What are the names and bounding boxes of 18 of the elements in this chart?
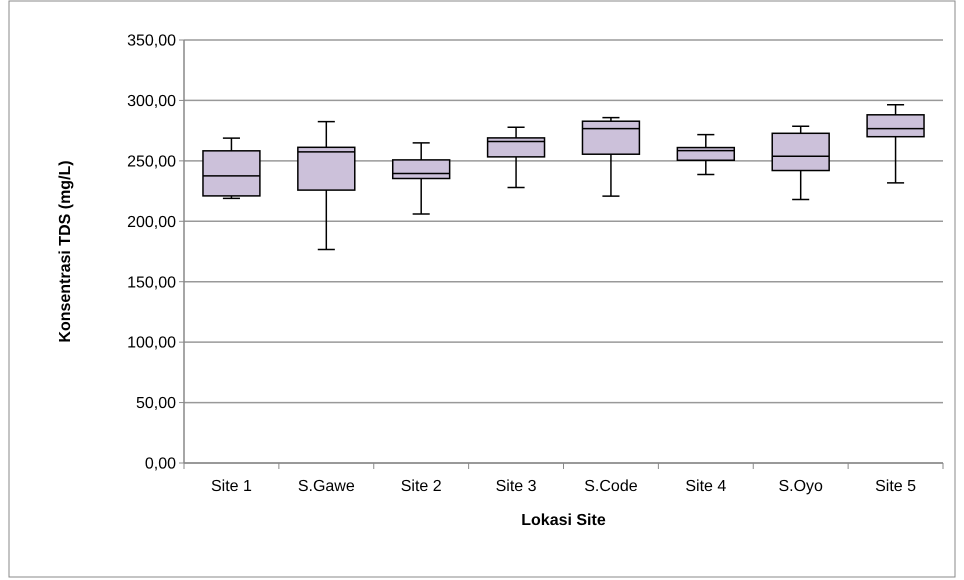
x-tick-label: S.Code bbox=[584, 478, 638, 495]
x-tick-label: Site 4 bbox=[685, 478, 726, 495]
x-tick-label: Site 2 bbox=[400, 478, 442, 495]
x-tick-label: Site 3 bbox=[496, 478, 537, 495]
x-tick-label: S.Gawe bbox=[298, 478, 355, 495]
y-tick-label: 50,00 bbox=[136, 395, 176, 412]
y-tick-label: 250,00 bbox=[127, 153, 176, 170]
y-tick-label: 350,00 bbox=[127, 32, 176, 50]
x-axis-title: Lokasi Site bbox=[521, 512, 606, 529]
y-tick-label: 100,00 bbox=[127, 334, 176, 352]
y-tick-label: 0,00 bbox=[144, 456, 176, 473]
x-tick-label: Site 1 bbox=[210, 478, 252, 495]
x-tick-label: Site 5 bbox=[875, 478, 916, 495]
x-tick-label: S.Oyo bbox=[778, 478, 824, 495]
y-tick-label: 150,00 bbox=[127, 274, 176, 292]
y-axis-title: Konsentrasi TDS (mg/L) bbox=[57, 160, 74, 343]
y-tick-label: 300,00 bbox=[127, 93, 176, 110]
y-tick-label: 200,00 bbox=[127, 214, 176, 231]
